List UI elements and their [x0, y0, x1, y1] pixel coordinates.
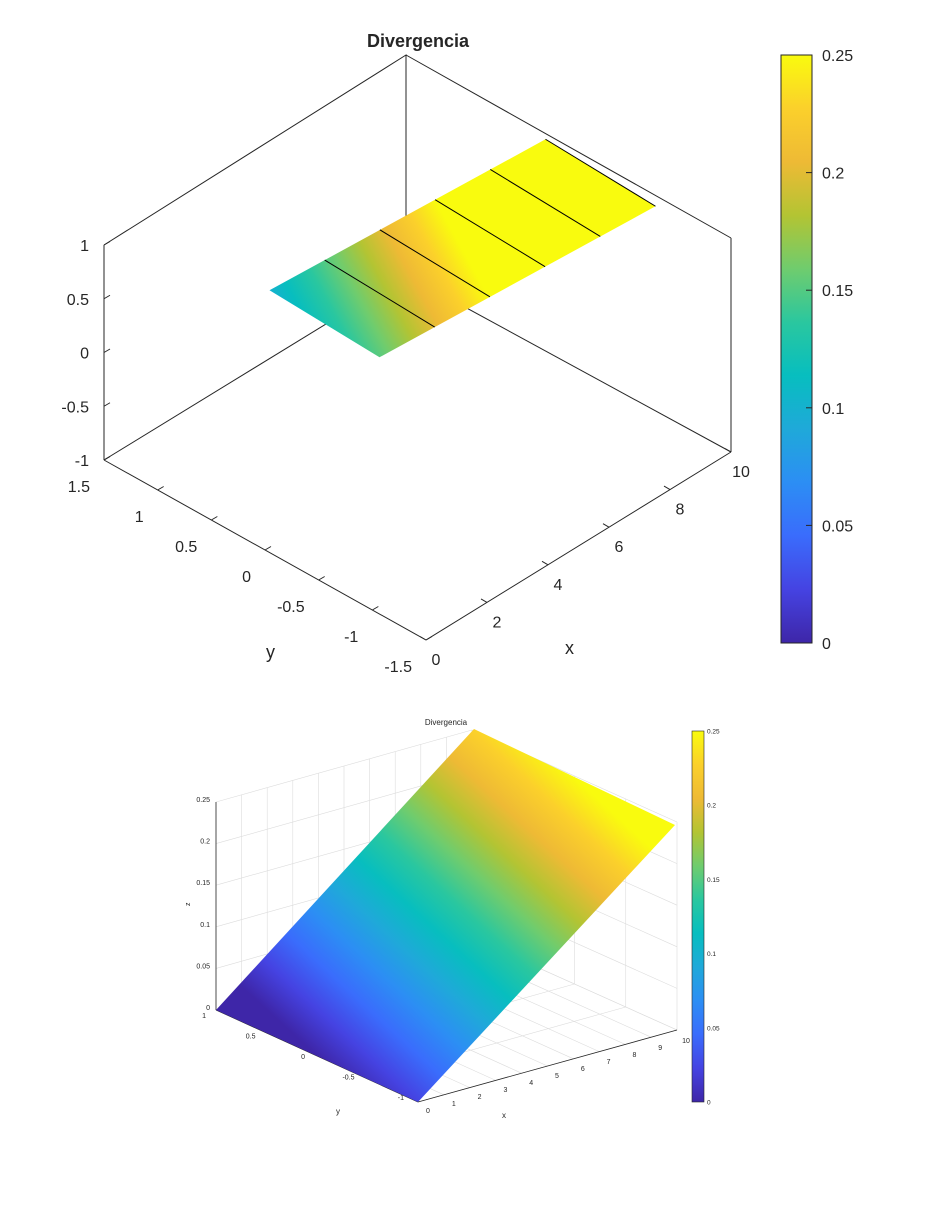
top-x-tick-label: 6	[615, 539, 624, 556]
bottom-z-axis-label: z	[185, 902, 192, 906]
top-plot: Divergencia -1 -0.5 0 0.5 1 -1.5 -1 -0.5 0 0.5 1 1.…	[61, 31, 853, 676]
bottom-y-tick-label: 0	[301, 1054, 305, 1061]
top-plot-title: Divergencia	[367, 31, 470, 51]
top-y-tick	[318, 576, 325, 581]
bottom-colorbar-ticks: 0 0.05 0.1 0.15 0.2 0.25	[707, 729, 720, 1107]
top-y-tick-label: 1	[135, 509, 144, 526]
top-z-tick-label: -0.5	[61, 399, 89, 416]
bottom-y-tick-label: 1	[202, 1013, 206, 1020]
bottom-colorbar-tick-label: 0.15	[707, 877, 720, 884]
bottom-x-tick-label: 7	[607, 1059, 611, 1066]
bottom-z-tick-label: 0.25	[196, 797, 210, 804]
bottom-colorbar-tick-label: 0.1	[707, 951, 716, 958]
top-z-tick	[103, 402, 111, 407]
top-ticks: -1 -0.5 0 0.5 1 -1.5 -1 -0.5 0 0.5 1 1.5 0 2 4 6 8 10	[61, 238, 750, 676]
top-z-tick-label: 0	[80, 346, 89, 363]
top-colorbar-tick-label: 0.05	[822, 518, 853, 535]
top-contour-line	[490, 169, 601, 237]
top-x-tick-label: 0	[432, 652, 441, 669]
bottom-y-tick-label: -1	[398, 1095, 404, 1102]
top-x-tick-label: 2	[493, 614, 502, 631]
top-x-tick-label: 4	[554, 577, 563, 594]
top-x-tick-label: 10	[732, 464, 750, 481]
top-y-tick	[157, 486, 164, 491]
top-y-tick-label: 0.5	[175, 539, 197, 556]
top-colorbar-tick-label: 0.1	[822, 401, 844, 418]
bottom-colorbar-tick-label: 0.25	[707, 729, 720, 736]
bottom-colorbar-tick-label: 0.2	[707, 803, 716, 810]
bottom-x-tick-label: 1	[452, 1101, 456, 1108]
bottom-x-tick-label: 4	[529, 1080, 533, 1087]
top-x-tick	[724, 448, 732, 453]
bottom-y-tick-label: 0.5	[246, 1034, 256, 1041]
top-x-tick-label: 8	[676, 502, 685, 519]
top-surface-patch	[269, 139, 656, 358]
top-contour-line	[434, 199, 546, 268]
top-y-tick-label: 1.5	[68, 479, 90, 496]
top-z-tick-label: -1	[75, 453, 89, 470]
top-y-tick-label: -1	[344, 629, 358, 646]
top-y-axis-label: y	[266, 642, 275, 662]
bottom-x-tick-label: 10	[682, 1038, 690, 1045]
top-colorbar-tick-label: 0.25	[822, 48, 853, 65]
bottom-colorbar-tick-label: 0.05	[707, 1025, 720, 1032]
bottom-z-tick-label: 0.1	[200, 922, 210, 929]
top-z-tick-label: 1	[80, 238, 89, 255]
bottom-x-tick-label: 0	[426, 1108, 430, 1115]
bottom-z-tick-label: 0.05	[196, 963, 210, 970]
bottom-y-tick-label: -0.5	[342, 1075, 354, 1082]
top-contour-line	[324, 259, 435, 328]
top-colorbar-tick-label: 0.2	[822, 166, 844, 183]
top-y-tick-label: 0	[242, 569, 251, 586]
top-x-tick	[663, 485, 671, 491]
top-x-axis-label: x	[565, 638, 574, 658]
top-y-tick	[264, 546, 272, 551]
top-box-back-right-edge	[405, 54, 732, 239]
top-x-tick	[541, 560, 549, 566]
top-front-axes	[103, 451, 732, 641]
bottom-x-tick-label: 3	[503, 1087, 507, 1094]
bottom-x-tick-label: 5	[555, 1073, 559, 1080]
top-z-tick-label: 0.5	[67, 292, 89, 309]
bottom-x-tick-label: 2	[478, 1094, 482, 1101]
bottom-plot: Divergencia 00.050.10.150.20.2510.50-0.5…	[185, 718, 720, 1120]
top-y-tick-label: -1.5	[384, 659, 412, 676]
bottom-z-tick-label: 0.2	[200, 839, 210, 846]
top-surface	[269, 138, 656, 358]
bottom-x-axis-line	[417, 1029, 678, 1103]
top-z-tick	[103, 294, 111, 300]
bottom-x-tick-label: 8	[632, 1052, 636, 1059]
top-contour-line	[379, 229, 491, 298]
bottom-z-tick-label: 0	[206, 1005, 210, 1012]
top-x-tick	[419, 636, 427, 641]
bottom-colorbar	[691, 730, 705, 1103]
top-y-tick-label: -0.5	[277, 599, 305, 616]
top-z-tick	[103, 241, 111, 246]
bottom-x-axis-label: x	[502, 1111, 506, 1120]
top-colorbar	[780, 54, 813, 644]
bottom-colorbar-tick-label: 0	[707, 1100, 711, 1107]
bottom-z-tick-label: 0.15	[196, 880, 210, 887]
top-x-axis-line	[425, 451, 732, 641]
top-y-tick	[372, 606, 379, 611]
bottom-x-tick-label: 6	[581, 1066, 585, 1073]
top-colorbar-ticks: 0 0.05 0.1 0.15 0.2 0.25	[806, 48, 853, 653]
top-contour-line	[545, 138, 656, 207]
top-x-tick	[602, 523, 610, 528]
top-colorbar-tick-label: 0	[822, 636, 831, 653]
top-y-tick	[425, 636, 433, 641]
top-colorbar-tick-label: 0.15	[822, 283, 853, 300]
bottom-y-axis-label: y	[336, 1107, 340, 1116]
top-x-tick	[480, 598, 488, 603]
bottom-ticks: 00.050.10.150.20.2510.50-0.5-10123456789…	[196, 797, 690, 1115]
bottom-x-tick-label: 9	[658, 1045, 662, 1052]
bottom-plot-title: Divergencia	[425, 718, 468, 727]
top-y-tick	[103, 456, 111, 461]
top-y-tick	[211, 516, 218, 521]
top-z-tick	[103, 348, 111, 353]
bottom-surface	[216, 729, 675, 1102]
